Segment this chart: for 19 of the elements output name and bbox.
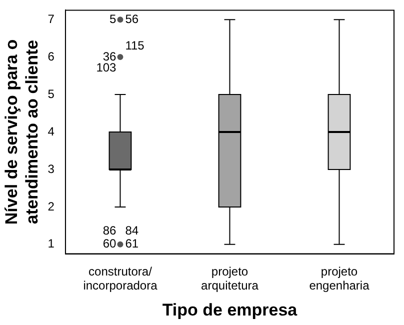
y-tick-label: 2 <box>48 199 55 214</box>
annotation: 115 <box>125 38 145 52</box>
y-tick-label: 7 <box>48 12 55 26</box>
annotation: 60 <box>102 236 117 251</box>
y-tick-label: 1 <box>48 236 55 251</box>
x-tick-label: construtora/ incorporadora <box>83 264 158 293</box>
annotation: 56 <box>125 12 139 26</box>
y-tick-label: 4 <box>48 124 55 138</box>
y-tick-label: 3 <box>48 162 55 176</box>
annotation: 5 <box>110 12 117 26</box>
annotation: 86 <box>102 224 117 238</box>
x-axis-title: Tipo de empresa <box>162 300 298 320</box>
y-axis-title: Nível de serviço para o atendimento ao cliente <box>2 39 42 225</box>
annotation: 61 <box>125 236 139 251</box>
y-tick-label: 6 <box>48 49 55 64</box>
annotation: 84 <box>125 224 139 238</box>
y-tick-label: 5 <box>48 86 55 101</box>
x-tick-label: projeto arquitetura <box>201 264 259 293</box>
x-tick-label: projeto engenharia <box>309 264 370 293</box>
